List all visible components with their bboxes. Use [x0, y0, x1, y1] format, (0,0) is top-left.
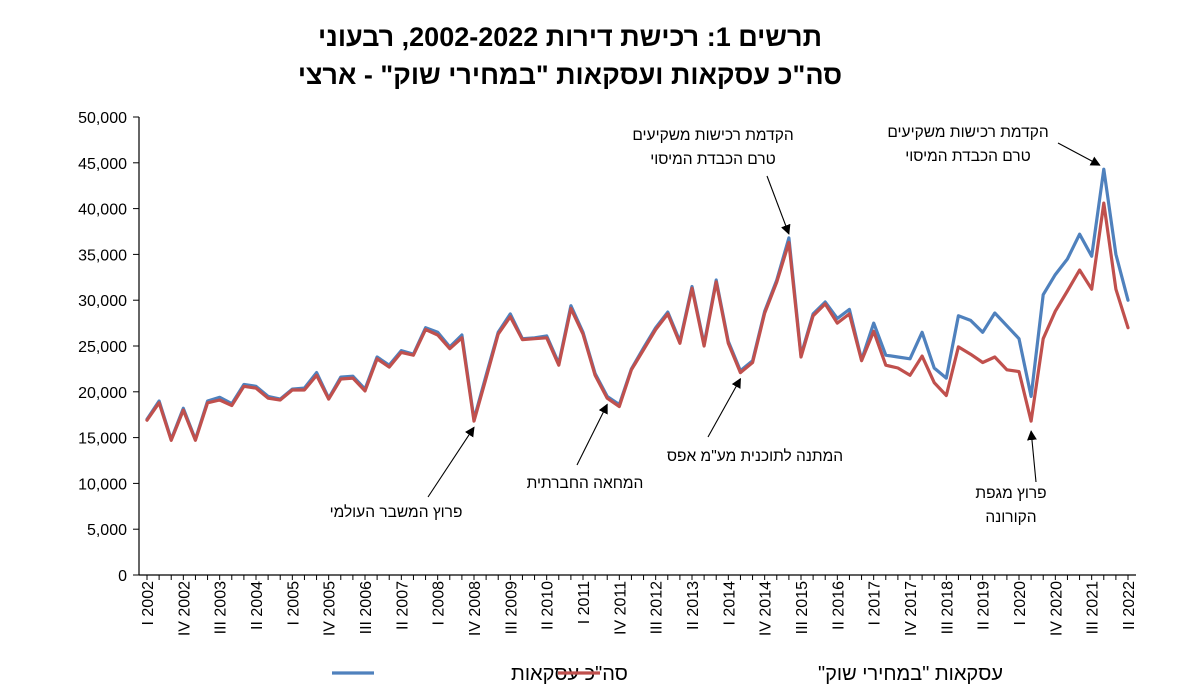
annotation-arrow [427, 426, 475, 498]
chart-title-line2: סה"כ עסקאות ועסקאות "במחירי שוק" - ארצי [297, 60, 843, 90]
y-tick-label: 10,000 [78, 476, 127, 493]
x-tick-label: II 2004 [249, 581, 266, 630]
x-tick-label: I 2020 [1012, 581, 1029, 626]
x-tick-label: I 2017 [867, 581, 884, 626]
x-tick-label: IV 2020 [1048, 581, 1065, 636]
x-tick-label: I 2011 [576, 581, 593, 624]
annotation-arrow [766, 175, 791, 235]
x-tick-label: II 2013 [685, 581, 702, 630]
annotation-arrow [707, 377, 741, 438]
annotation-arrow [1027, 430, 1037, 483]
annotation-label: הקדמת רכישות משקיעים [887, 124, 1048, 141]
x-tick-label: II 2016 [830, 581, 847, 630]
y-tick-label: 5,000 [87, 522, 127, 539]
x-tick-label: II 2022 [1121, 581, 1138, 630]
annotation-label: פרוץ מגפת [975, 485, 1046, 502]
x-tick-label: III 2012 [649, 581, 666, 634]
annotation-label: טרם הכבדת המיסוי [905, 148, 1031, 165]
x-tick-label: I 2014 [721, 581, 738, 626]
y-tick-label: 30,000 [78, 293, 127, 310]
x-tick-label: IV 2011 [612, 581, 629, 635]
x-tick-label: III 2015 [794, 581, 811, 634]
y-tick-label: 0 [118, 568, 127, 585]
annotation-label: פרוץ המשבר העולמי [330, 504, 463, 521]
x-tick-label: IV 2005 [322, 581, 339, 636]
x-tick-label: II 2007 [394, 581, 411, 630]
series-line-market [145, 201, 1130, 442]
y-tick-label: 25,000 [78, 339, 127, 356]
annotation-arrow [1057, 142, 1101, 166]
x-tick-label: III 2021 [1085, 581, 1102, 634]
annotation-label: הקדמת רכישות משקיעים [632, 127, 793, 144]
x-tick-label: III 2006 [358, 581, 375, 634]
x-tick-label: II 2010 [540, 581, 557, 630]
annotation-arrow [576, 403, 608, 466]
y-tick-label: 50,000 [78, 110, 127, 127]
x-tick-label: I 2005 [285, 581, 302, 626]
annotation-label: המתנה לתוכנית מע"מ אפס [667, 448, 843, 465]
x-tick-label: IV 2017 [903, 581, 920, 636]
annotation-label: הקורונה [985, 509, 1036, 526]
x-tick-label: IV 2014 [758, 581, 775, 636]
x-tick-label: I 2002 [140, 581, 157, 626]
y-tick-label: 35,000 [78, 247, 127, 264]
x-tick-label: III 2003 [213, 581, 230, 634]
annotation-label: טרם הכבדת המיסוי [650, 151, 776, 168]
legend-label: עסקאות "במחירי שוק" [818, 663, 1003, 685]
chart-title-line1: תרשים 1: רכישת דירות 2002-2022, רבעוני [318, 22, 822, 52]
x-tick-label: III 2009 [503, 581, 520, 634]
y-tick-label: 40,000 [78, 202, 127, 219]
x-tick-label: III 2018 [939, 581, 956, 634]
y-tick-label: 45,000 [78, 156, 127, 173]
annotation-label: המחאה החברתית [527, 475, 644, 492]
x-tick-label: IV 2008 [467, 581, 484, 636]
series-line-total [145, 167, 1130, 441]
y-tick-label: 15,000 [78, 431, 127, 448]
x-tick-label: II 2019 [976, 581, 993, 630]
y-tick-label: 20,000 [78, 385, 127, 402]
x-tick-label: I 2008 [431, 581, 448, 626]
x-tick-label: IV 2002 [176, 581, 193, 636]
